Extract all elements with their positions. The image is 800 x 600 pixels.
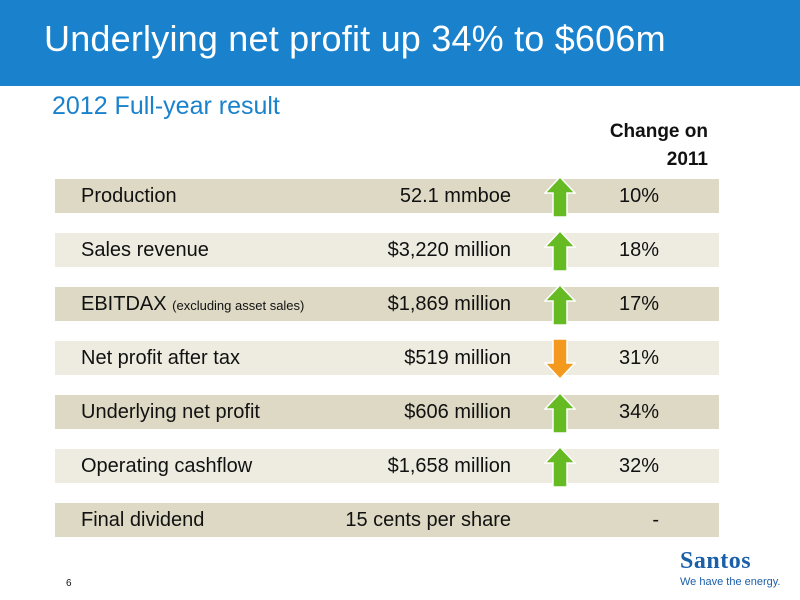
row-label-text: Net profit after tax <box>81 347 240 369</box>
table-row: Final dividend 15 cents per share - <box>55 503 719 537</box>
row-change: 32% <box>618 455 659 477</box>
row-label-text: Underlying net profit <box>81 401 260 423</box>
row-value: $3,220 million <box>387 239 511 261</box>
row-label-text: Sales revenue <box>81 239 209 261</box>
down-arrow-icon <box>544 338 576 380</box>
row-change: 17% <box>618 293 659 315</box>
change-header-line1: Change on <box>609 121 708 142</box>
row-value: 52.1 mmboe <box>399 185 511 207</box>
row-label: Net profit after tax <box>81 341 240 375</box>
up-arrow-icon <box>544 176 576 218</box>
change-column-header: Change on 2011 <box>560 118 708 174</box>
row-label-text: Operating cashflow <box>81 455 253 477</box>
row-change: 31% <box>618 347 659 369</box>
row-value: $606 million <box>404 401 511 423</box>
row-label-text: Production <box>81 185 177 207</box>
row-label: Operating cashflow <box>81 449 252 483</box>
slide-title: Underlying net profit up 34% to $606m <box>44 18 666 59</box>
row-change: 18% <box>618 239 659 261</box>
row-change: 10% <box>618 185 659 207</box>
row-value: 15 cents per share <box>345 509 511 531</box>
title-bar: Underlying net profit up 34% to $606m <box>0 0 800 86</box>
change-header-line2: 2011 <box>666 149 708 170</box>
row-label: Production <box>81 179 177 213</box>
row-value: $1,869 million <box>387 293 511 315</box>
row-label: EBITDAX (excluding asset sales) <box>81 287 304 321</box>
page-number: 6 <box>66 578 72 589</box>
table-row: Sales revenue $3,220 million 18% <box>55 230 719 272</box>
row-change: 34% <box>618 401 659 423</box>
table-row: Underlying net profit $606 million 34% <box>55 392 719 434</box>
up-arrow-icon <box>544 284 576 326</box>
table-row: Net profit after tax $519 million 31% <box>55 338 719 380</box>
row-label-note: (excluding asset sales) <box>172 298 305 313</box>
slide-subtitle: 2012 Full-year result <box>52 92 280 120</box>
row-value: $1,658 million <box>387 455 511 477</box>
row-label-text: EBITDAX <box>81 293 167 315</box>
up-arrow-icon <box>544 392 576 434</box>
row-value: $519 million <box>404 347 511 369</box>
row-label-text: Final dividend <box>81 509 205 531</box>
santos-logo: Santos We have the energy. <box>680 548 781 592</box>
table-row: Operating cashflow $1,658 million 32% <box>55 446 719 488</box>
row-label: Underlying net profit <box>81 395 260 429</box>
table-row: EBITDAX (excluding asset sales) $1,869 m… <box>55 284 719 326</box>
up-arrow-icon <box>544 230 576 272</box>
up-arrow-icon <box>544 446 576 488</box>
table-row: Production 52.1 mmboe 10% <box>55 176 719 218</box>
row-change: - <box>652 509 659 531</box>
row-label: Sales revenue <box>81 233 209 267</box>
logo-tagline: We have the energy. <box>680 576 781 588</box>
logo-name: Santos <box>680 548 752 574</box>
row-label: Final dividend <box>81 503 204 537</box>
